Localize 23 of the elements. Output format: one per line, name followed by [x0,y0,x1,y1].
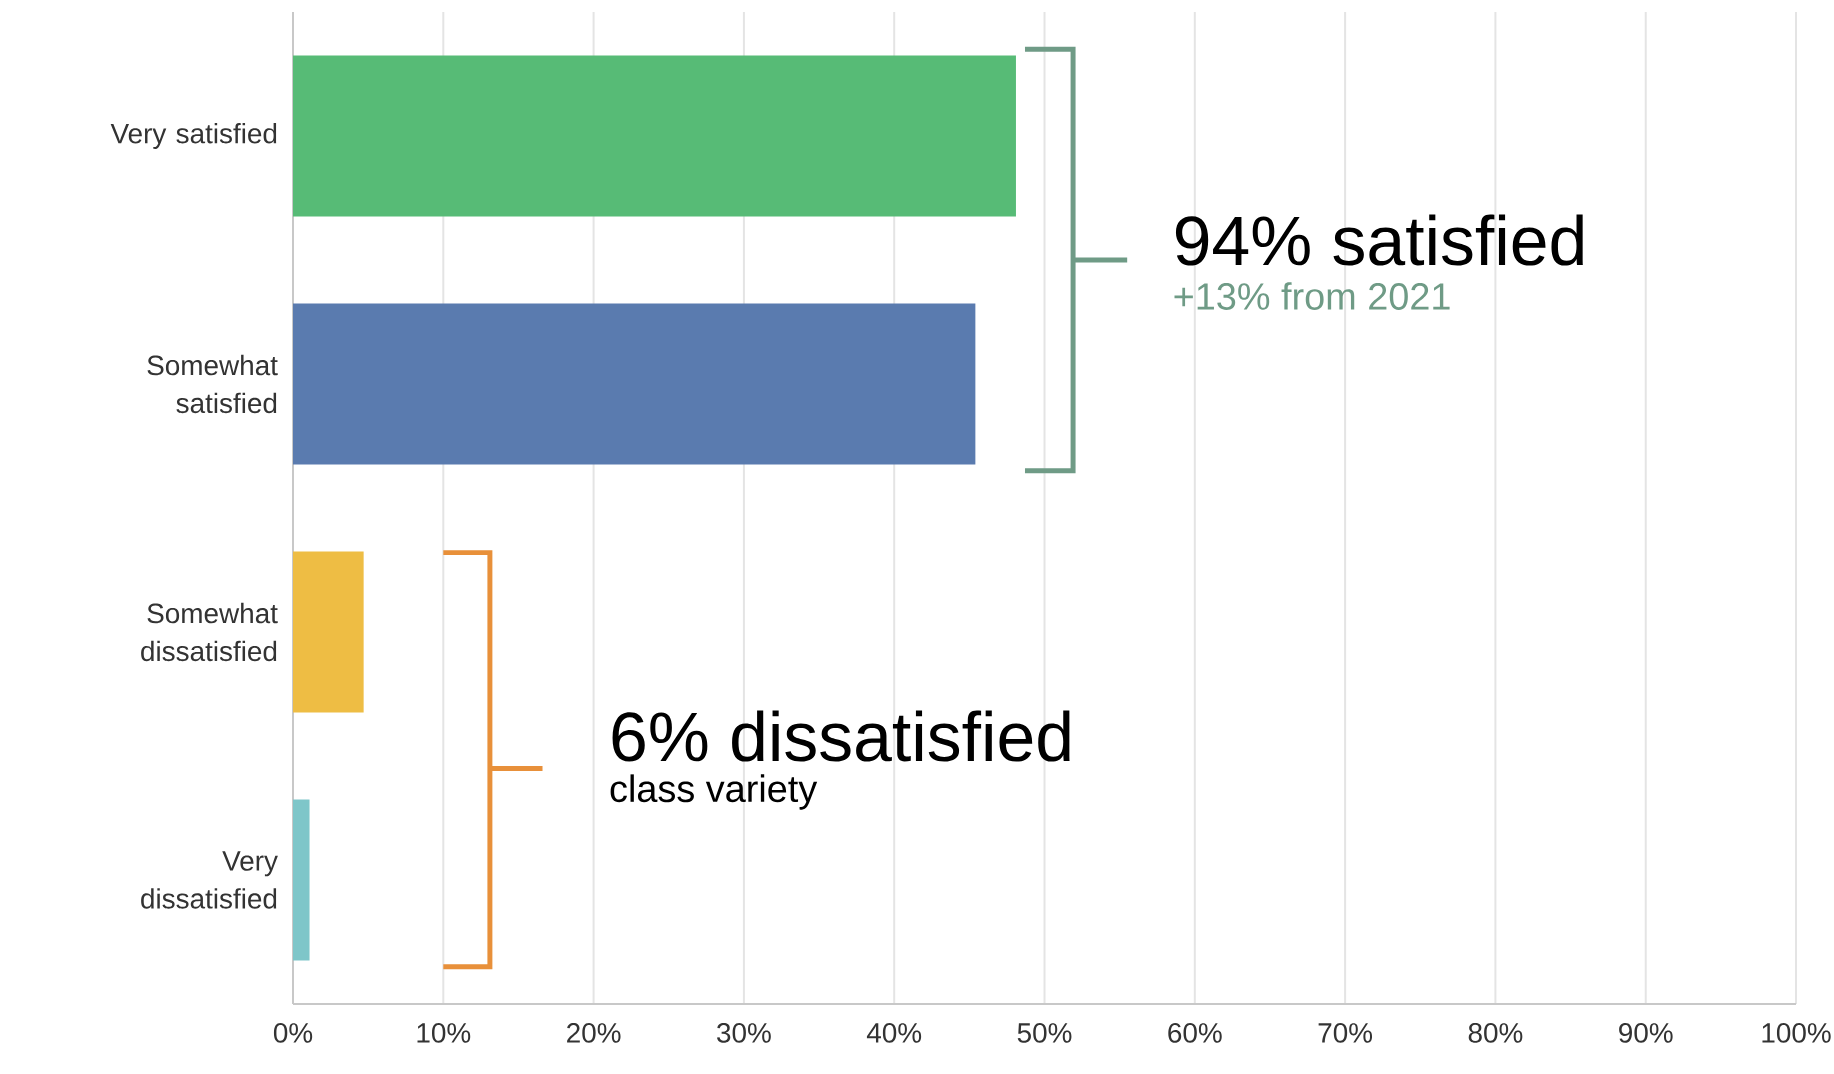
x-tick-label: 80% [1468,1023,1523,1043]
bar [293,55,1016,217]
bar [293,303,976,465]
annotation: +13% from 2021 [1174,282,1450,310]
y-tick-label: Very satisfied [110,123,277,149]
x-tick-label: 70% [1318,1023,1373,1043]
annotation: 6% dissatisfied [612,710,1070,762]
annotation: 94% satisfied [1175,214,1583,266]
x-tick-label: 50% [1017,1023,1072,1043]
annotation: class variety [610,774,818,810]
x-tick-label: 60% [1168,1023,1222,1043]
x-tick-label: 40% [866,1023,922,1043]
y-tick-label: Somewhat dissatisfied [141,602,278,662]
y-tick-label: Very dissatisfied [141,851,278,909]
x-tick-label: 90% [1619,1023,1673,1043]
bar [293,799,310,961]
x-tick-label: 0% [273,1023,313,1043]
x-tick-label: 100% [1762,1023,1831,1043]
x-tick-label: 10% [417,1023,471,1043]
x-tick-label: 30% [717,1023,771,1043]
x-tick-label: 20% [567,1023,621,1043]
bar [293,551,364,713]
y-tick-label: Somewhat satisfied [147,354,278,414]
